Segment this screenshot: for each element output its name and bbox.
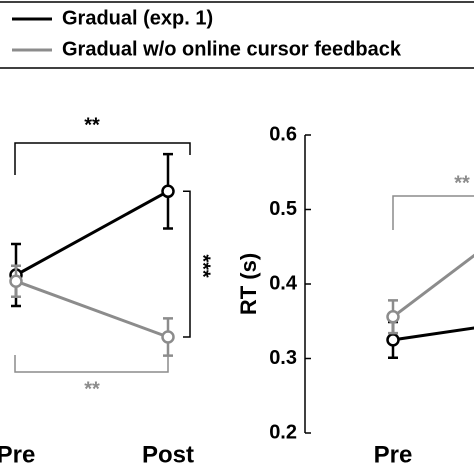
- data-point: [386, 333, 400, 347]
- y-tick-label: 0.2: [269, 421, 297, 443]
- data-point: [386, 310, 400, 324]
- series-line: [392, 326, 474, 342]
- annotation: **: [454, 172, 470, 194]
- bracket: [183, 190, 191, 338]
- data-point: [161, 330, 175, 344]
- x-tick-label: Post: [142, 441, 194, 468]
- series-line: [15, 189, 169, 277]
- data-point: [9, 274, 23, 288]
- y-tick-label: 0.6: [269, 123, 297, 145]
- legend-label: Gradual w/o online cursor feedback: [62, 38, 402, 60]
- series-line: [15, 279, 169, 339]
- bracket: [392, 195, 474, 230]
- legend-box: [0, 1, 474, 69]
- bracket: [14, 355, 169, 373]
- y-tick-label: 0.3: [269, 347, 297, 369]
- annotation: ***: [192, 254, 214, 278]
- series-line: [392, 253, 474, 318]
- annotation: **: [84, 114, 100, 136]
- y-tick-label: 0.4: [269, 272, 298, 294]
- annotation: **: [84, 378, 100, 400]
- legend-label: Gradual (exp. 1): [62, 7, 213, 29]
- bracket: [14, 142, 191, 175]
- x-tick-label: Pre: [374, 441, 413, 468]
- data-point: [161, 184, 175, 199]
- y-axis-label: RT (s): [236, 253, 261, 315]
- x-tick-label: Pre: [0, 441, 35, 468]
- y-tick-label: 0.5: [269, 198, 297, 220]
